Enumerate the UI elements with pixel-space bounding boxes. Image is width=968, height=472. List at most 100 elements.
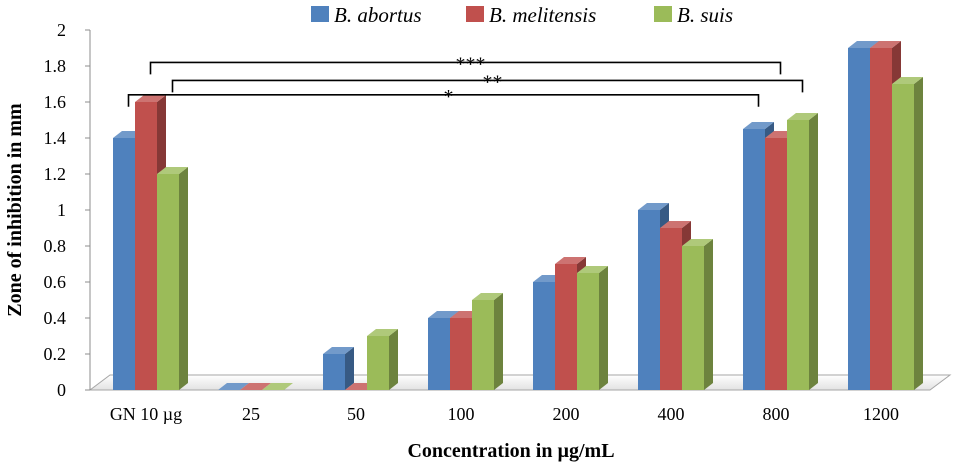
bar-front (660, 228, 682, 390)
bar-top (682, 239, 713, 246)
bar-front (113, 138, 135, 390)
bar-top (870, 41, 901, 48)
bar-front (682, 246, 704, 390)
bar-top (848, 41, 879, 48)
bar-6-2 (787, 113, 818, 390)
y-tick-label: 0.8 (44, 236, 67, 256)
bar-top (638, 203, 669, 210)
bar-front (323, 354, 345, 390)
y-tick-label: 0 (57, 380, 66, 400)
bar-side (494, 293, 503, 390)
x-tick-label: 100 (448, 404, 475, 424)
bracket-line (127, 94, 760, 107)
significance-bracket: *** (149, 53, 782, 75)
x-tick-label: 200 (553, 404, 580, 424)
y-tick-label: 0.6 (44, 272, 67, 292)
bar-7-2 (892, 77, 923, 390)
bar-5-2 (682, 239, 713, 390)
y-tick-label: 0.4 (44, 308, 67, 328)
legend-swatch-suis (654, 6, 672, 22)
y-axis-title: Zone of inhibition in mm (4, 103, 26, 317)
significance-bracket: ** (171, 71, 804, 93)
bar-top (135, 95, 166, 102)
bar-front (892, 84, 914, 390)
bar-top (787, 113, 818, 120)
y-tick-label: 1.8 (44, 56, 67, 76)
y-tick-label: 1.6 (44, 92, 67, 112)
bar-1-1 (240, 383, 271, 390)
bar-front (577, 273, 599, 390)
bar-0-2 (157, 167, 188, 390)
legend-label-abortus: B. abortus (334, 3, 422, 27)
bar-front (428, 318, 450, 390)
bar-side (389, 329, 398, 390)
bar-2-2 (367, 329, 398, 390)
bar-front (450, 318, 472, 390)
y-tick-label: 2 (57, 20, 66, 40)
bar-1-2 (262, 383, 293, 390)
bar-front (157, 174, 179, 390)
x-axis-title: Concentration in µg/mL (407, 440, 614, 462)
bar-front (533, 282, 555, 390)
bar-front (870, 48, 892, 390)
legend-label-melitensis: B. melitensis (489, 3, 596, 27)
bar-1-0 (218, 383, 249, 390)
bar-top (323, 347, 354, 354)
legend: B. abortus B. melitensis B. suis (311, 3, 733, 27)
plot-floor (88, 374, 952, 391)
y-tick-label: 1.4 (44, 128, 67, 148)
bar-top (577, 266, 608, 273)
bar-front (848, 48, 870, 390)
x-tick-label: 50 (347, 404, 365, 424)
y-tick-label: 1 (57, 200, 66, 220)
bar-front (743, 129, 765, 390)
bar-top (157, 167, 188, 174)
x-tick-label: 800 (763, 404, 790, 424)
bar-top (428, 311, 459, 318)
x-tick-label: 400 (658, 404, 685, 424)
y-ticks: 0 0.2 0.4 0.6 0.8 1 1.2 1.4 1.6 1.8 2 (44, 20, 90, 400)
bar-side (704, 239, 713, 390)
significance-label: * (444, 86, 454, 108)
bar-side (599, 266, 608, 390)
bar-side (809, 113, 818, 390)
bar-top (367, 329, 398, 336)
bar-top (240, 383, 271, 390)
significance-brackets: ****** (127, 53, 804, 108)
x-ticks: GN 10 µg 25 50 100 200 400 800 1200 (110, 404, 899, 424)
bar-top (262, 383, 293, 390)
bar-side (345, 347, 354, 390)
bar-side (914, 77, 923, 390)
x-tick-label: GN 10 µg (110, 404, 182, 424)
bar-3-2 (472, 293, 503, 390)
legend-label-suis: B. suis (677, 3, 733, 27)
bar-top (555, 257, 586, 264)
bar-front (367, 336, 389, 390)
bar-top (472, 293, 503, 300)
bar-top (743, 122, 774, 129)
bar-front (787, 120, 809, 390)
legend-swatch-melitensis (466, 6, 484, 22)
bar-front (555, 264, 577, 390)
bracket-line (171, 79, 804, 93)
bar-front (472, 300, 494, 390)
bar-2-0 (323, 347, 354, 390)
bracket-line (149, 61, 782, 75)
significance-label: ** (483, 71, 503, 93)
y-tick-label: 0.2 (44, 344, 67, 364)
bars (113, 41, 923, 390)
significance-bracket: * (127, 86, 760, 108)
legend-swatch-abortus (311, 6, 329, 22)
bar-top (218, 383, 249, 390)
y-tick-label: 1.2 (44, 164, 67, 184)
x-tick-label: 1200 (863, 404, 899, 424)
x-tick-label: 25 (242, 404, 260, 424)
bar-front (135, 102, 157, 390)
bar-4-2 (577, 266, 608, 390)
bar-front (638, 210, 660, 390)
bar-front (765, 138, 787, 390)
bar-side (179, 167, 188, 390)
significance-label: *** (456, 53, 486, 75)
bar-top (892, 77, 923, 84)
